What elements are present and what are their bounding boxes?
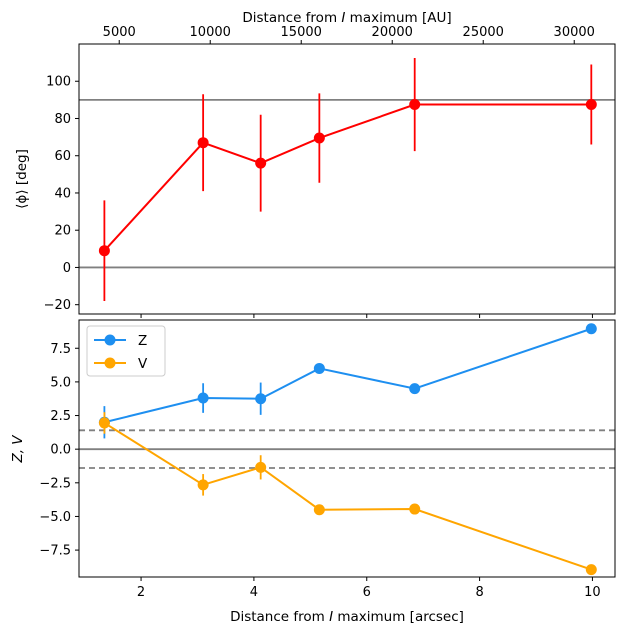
series-z-point <box>409 383 421 395</box>
bottom-y-ticks: −7.5 −5.0 −2.5 0.0 2.5 5.0 7.5 <box>39 342 79 559</box>
bottom-x-tick-label: 2 <box>137 585 145 600</box>
bottom-y-tick-label: −5.0 <box>39 510 71 525</box>
top-au-tick-label: 30000 <box>554 25 595 40</box>
legend: Z V <box>86 325 166 377</box>
bottom-x-tick-label: 10 <box>584 585 601 600</box>
top-panel: −20 0 20 40 60 80 100 5000 10000 15000 20000 25000… <box>44 25 616 318</box>
top-data-point <box>409 99 421 111</box>
series-v-point <box>197 479 209 491</box>
bottom-y-tick-label: 2.5 <box>50 409 71 424</box>
bottom-x-axis-title: Distance from I maximum [arcsec] <box>230 609 464 625</box>
series-z-point <box>255 393 267 405</box>
top-data-point <box>98 245 110 257</box>
top-series-line <box>103 103 592 252</box>
top-y-axis-title: ⟨ϕ⟩ [deg] <box>14 149 30 209</box>
top-y-tick-label: 40 <box>54 186 71 201</box>
top-series <box>98 57 597 301</box>
legend-v-marker <box>104 357 116 369</box>
series-z-line <box>104 327 592 424</box>
top-data-point <box>585 99 597 111</box>
top-reference-lines <box>79 98 615 269</box>
series-v-point <box>313 504 325 516</box>
top-au-tick-label: 20000 <box>372 25 413 40</box>
top-au-tick-label: 10000 <box>190 25 231 40</box>
top-plot-frame <box>78 43 616 315</box>
bottom-x-tick-label: 4 <box>250 585 258 600</box>
bottom-y-tick-label: 7.5 <box>50 342 71 357</box>
top-y-tick-label: 0 <box>63 261 71 276</box>
series-v-line <box>103 422 592 571</box>
series-z-point <box>585 323 597 335</box>
top-au-tick-label: 25000 <box>463 25 504 40</box>
top-x-axis-title: Distance from I maximum [AU] <box>242 10 451 26</box>
bottom-x-tick-label: 8 <box>475 585 483 600</box>
bottom-y-tick-label: 5.0 <box>50 375 71 390</box>
bottom-x-tick-label: 6 <box>363 585 371 600</box>
top-data-point <box>313 132 325 144</box>
top-data-point <box>197 137 209 149</box>
top-y-tick-label: 60 <box>54 149 71 164</box>
bottom-panel: −7.5 −5.0 −2.5 0.0 2.5 5.0 7.5 2 4 6 8 10 Z V <box>39 319 616 600</box>
bottom-reference-lines <box>79 429 615 469</box>
series-v-point <box>98 417 110 429</box>
legend-box <box>86 325 166 377</box>
top-y-ticks: −20 0 20 40 60 80 100 <box>44 75 79 313</box>
top-data-point <box>255 157 267 169</box>
bottom-y-tick-label: 0.0 <box>50 443 71 458</box>
bottom-y-axis-title: Z, V <box>10 434 26 464</box>
legend-z-marker <box>104 334 116 346</box>
bottom-plot-frame <box>78 319 616 578</box>
top-y-tick-label: 80 <box>54 112 71 127</box>
top-x-ticks <box>140 314 593 318</box>
series-z-point <box>313 362 325 374</box>
bottom-x-ticks: 2 4 6 8 10 <box>137 577 601 600</box>
top-au-tick-label: 5000 <box>103 25 136 40</box>
series-z-point <box>197 392 209 404</box>
legend-z-label: Z <box>138 333 147 349</box>
bottom-y-tick-label: −2.5 <box>39 476 71 491</box>
top-au-tick-label: 15000 <box>281 25 322 40</box>
top-y-tick-label: −20 <box>44 298 71 313</box>
legend-v-label: V <box>138 356 148 372</box>
top-y-tick-label: 100 <box>46 75 71 90</box>
series-v-point <box>409 503 421 515</box>
bottom-series <box>98 323 597 576</box>
series-v-point <box>255 461 267 473</box>
bottom-y-tick-label: −7.5 <box>39 544 71 559</box>
top-y-tick-label: 20 <box>54 224 71 239</box>
series-v-point <box>585 564 597 576</box>
top-secondary-x-ticks: 5000 10000 15000 20000 25000 30000 <box>103 25 595 44</box>
